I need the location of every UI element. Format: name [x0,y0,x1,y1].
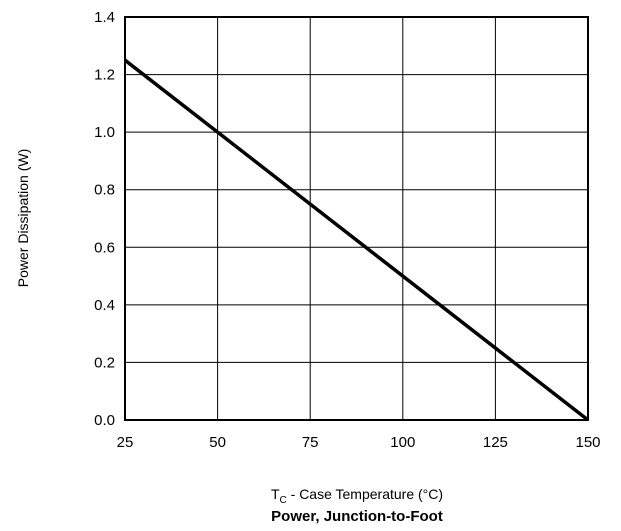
x-tick-label-1: 50 [209,434,226,451]
chart-title: Power, Junction-to-Foot [271,508,443,525]
x-tick-label-3: 100 [390,434,415,451]
x-tick-labels: 25 50 75 100 125 150 [117,434,601,451]
y-axis-label: Power Dissipation (W) [15,149,31,287]
y-tick-label-7: 1.4 [94,9,115,26]
y-tick-label-1: 0.2 [94,354,115,371]
x-axis-label-sub: C [280,495,287,506]
grid-lines [124,16,589,421]
series-layer [123,58,590,422]
x-axis-label-rest: - Case Temperature (°C) [287,486,443,502]
y-tick-labels: 0.0 0.2 0.4 0.6 0.8 1.0 1.2 1.4 [94,9,115,429]
x-axis-label-main: T [271,486,280,502]
x-tick-label-0: 25 [117,434,134,451]
plot-frame [124,16,589,421]
x-axis-label: TC - Case Temperature (°C) [271,486,443,506]
x-tick-label-4: 125 [483,434,508,451]
y-tick-label-5: 1.0 [94,124,115,141]
y-tick-label-4: 0.8 [94,182,115,199]
series-line-0 [123,58,590,422]
y-tick-label-0: 0.0 [94,412,115,429]
y-tick-label-2: 0.4 [94,297,115,314]
x-tick-label-5: 150 [575,434,600,451]
y-tick-label-6: 1.2 [94,67,115,84]
y-tick-label-3: 0.6 [94,239,115,256]
x-tick-label-2: 75 [302,434,319,451]
